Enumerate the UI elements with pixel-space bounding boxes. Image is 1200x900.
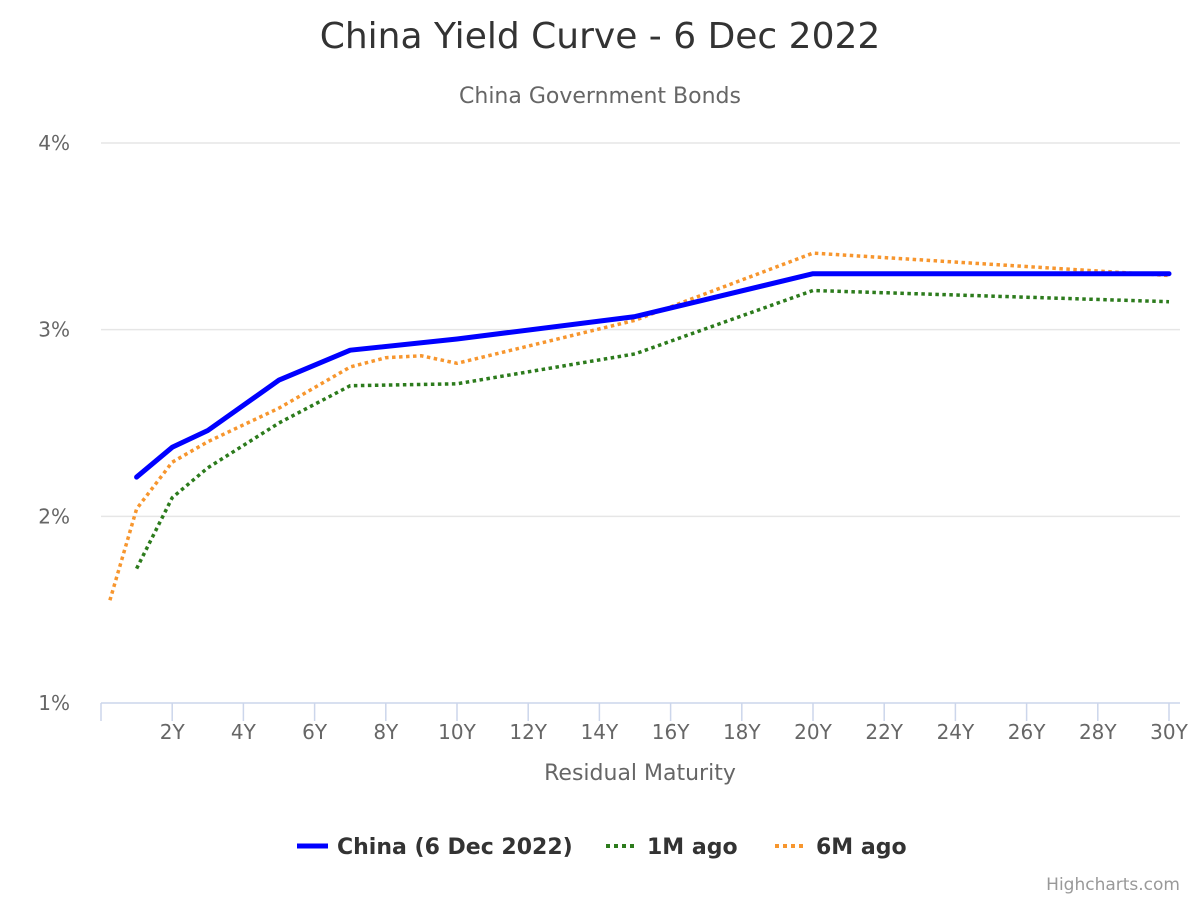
plot-area (108, 251, 1172, 601)
x-tick-label: 6Y (302, 720, 328, 744)
x-tick-label: 14Y (581, 720, 619, 744)
x-tick-label: 30Y (1150, 720, 1188, 744)
legend-label: 6M ago (816, 835, 907, 860)
legend-label: 1M ago (647, 835, 738, 860)
series-line-1m-ago[interactable] (135, 288, 1170, 570)
x-tick-label: 24Y (937, 720, 975, 744)
grid-lines: 1% 2% 3% 4% (38, 131, 1180, 715)
x-tick-label: 22Y (865, 720, 903, 744)
x-axis-title: Residual Maturity (544, 761, 736, 786)
y-tick-label: 2% (38, 504, 70, 528)
chart-title: China Yield Curve - 6 Dec 2022 (320, 16, 881, 57)
legend-item[interactable]: 1M ago (606, 835, 738, 860)
x-axis: 2Y 4Y 6Y 8Y 10Y 12Y 14Y 16Y 18Y 20Y 22Y 24Y 26Y 28Y 30… (100, 702, 1189, 744)
credits-link[interactable]: Highcharts.com (1046, 875, 1180, 895)
series-line-china-current[interactable] (134, 271, 1172, 480)
legend-item[interactable]: 6M ago (775, 835, 907, 860)
legend[interactable]: China (6 Dec 2022) 1M ago 6M ago (297, 835, 907, 860)
chart-subtitle: China Government Bonds (459, 84, 741, 109)
series-line-6m-ago[interactable] (108, 251, 1170, 601)
legend-item[interactable]: China (6 Dec 2022) (297, 835, 573, 860)
legend-label: China (6 Dec 2022) (337, 835, 573, 860)
y-tick-label: 4% (38, 131, 70, 155)
x-tick-label: 16Y (652, 720, 690, 744)
x-tick-label: 2Y (160, 720, 186, 744)
x-tick-label: 18Y (723, 720, 761, 744)
y-tick-label: 3% (38, 318, 70, 342)
y-tick-label: 1% (38, 691, 70, 715)
x-tick-label: 12Y (509, 720, 547, 744)
x-tick-label: 28Y (1079, 720, 1117, 744)
x-tick-label: 8Y (373, 720, 399, 744)
x-tick-label: 4Y (231, 720, 257, 744)
x-tick-label: 20Y (794, 720, 832, 744)
x-tick-label: 10Y (438, 720, 476, 744)
x-tick-label: 26Y (1008, 720, 1046, 744)
